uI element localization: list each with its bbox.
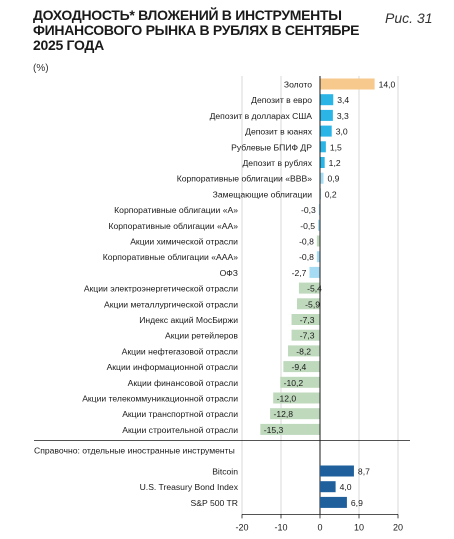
value-label-10: -0,8 [299, 237, 314, 247]
value-label-4: 1,5 [330, 142, 342, 152]
value-label-9: -0,5 [300, 221, 315, 231]
bar-1 [320, 94, 334, 106]
category-label-13: Акции электроэнергетической отрасли [84, 284, 238, 294]
bar-18 [283, 361, 320, 373]
category-label-10: Акции химической отрасли [130, 237, 238, 247]
value-label-1: 3,4 [337, 95, 349, 105]
category-label-0: Золото [284, 80, 312, 90]
value-label-2: 3,3 [337, 111, 349, 121]
category-label-7: Замещающие облигации [213, 189, 313, 199]
bar-19 [280, 376, 320, 388]
value-label-13: -5,4 [307, 284, 322, 294]
value-label-22: -15,3 [264, 425, 284, 435]
unit-label: (%) [33, 63, 49, 74]
bar-23 [320, 465, 354, 477]
category-label-25: S&P 500 TR [191, 498, 238, 508]
bar-14 [296, 298, 320, 310]
chart-title: ДОХОДНОСТЬ* ВЛОЖЕНИЙ В ИНСТРУМЕНТЫ ФИНАН… [33, 7, 360, 53]
category-label-6: Корпоративные облигации «BBB» [177, 174, 313, 184]
bar-13 [298, 282, 320, 294]
category-label-4: Рублевые БПИФ ДР [231, 142, 312, 152]
bar-2 [320, 109, 333, 121]
bar-6 [320, 172, 324, 184]
category-label-5: Депозит в рублях [242, 158, 312, 168]
x-tick-label: 10 [354, 522, 364, 532]
value-label-18: -9,4 [292, 362, 307, 372]
category-label-22: Акции строительной отрасли [122, 425, 238, 435]
category-label-12: ОФЗ [220, 268, 238, 278]
category-label-9: Корпоративные облигации «AA» [108, 221, 238, 231]
category-label-16: Акции ретейлеров [165, 331, 238, 341]
bar-20 [273, 392, 320, 404]
category-label-8: Корпоративные облигации «A» [114, 205, 238, 215]
reference-section-label: Справочно: отдельные иностранные инструм… [34, 445, 235, 455]
x-tick-label: 20 [393, 522, 403, 532]
category-label-11: Корпоративные облигации «AAA» [103, 252, 239, 262]
category-label-23: Bitcoin [212, 467, 238, 477]
value-label-0: 14,0 [379, 80, 396, 90]
value-label-8: -0,3 [301, 205, 316, 215]
bar-8 [318, 204, 320, 216]
value-label-12: -2,7 [292, 268, 307, 278]
value-label-20: -12,0 [277, 394, 297, 404]
category-label-14: Акции металлургической отрасли [104, 299, 238, 309]
bar-17 [288, 345, 320, 357]
bar-9 [318, 219, 320, 231]
value-label-16: -7,3 [300, 331, 315, 341]
category-label-17: Акции нефтегазовой отрасли [122, 346, 239, 356]
bar-10 [316, 235, 320, 247]
category-label-1: Депозит в евро [251, 95, 312, 105]
x-tick-label: 0 [317, 522, 322, 532]
category-label-20: Акции телекоммуникационной отрасли [82, 394, 238, 404]
value-label-15: -7,3 [300, 315, 315, 325]
category-label-24: U.S. Treasury Bond Index [140, 482, 239, 492]
value-label-5: 1,2 [329, 158, 341, 168]
bar-16 [291, 329, 320, 341]
bar-0 [320, 78, 375, 90]
value-label-14: -5,9 [305, 299, 320, 309]
value-label-24: 4,0 [340, 482, 352, 492]
value-label-23: 8,7 [358, 467, 370, 477]
bar-4 [320, 141, 326, 153]
value-label-19: -10,2 [284, 378, 304, 388]
value-label-11: -0,8 [299, 252, 314, 262]
bar-3 [320, 125, 332, 137]
category-label-3: Депозит в юанях [245, 127, 313, 137]
bar-24 [320, 481, 336, 493]
bar-11 [316, 251, 320, 263]
category-label-21: Акции транспортной отрасли [122, 409, 238, 419]
category-label-18: Акции информационной отрасли [107, 362, 239, 372]
bar-5 [320, 157, 325, 168]
value-label-6: 0,9 [328, 174, 340, 184]
bar-22 [260, 423, 320, 435]
bar-15 [291, 314, 320, 325]
x-tick-label: -10 [274, 522, 287, 532]
value-label-21: -12,8 [273, 409, 293, 419]
category-label-19: Акции финансовой отрасли [128, 378, 239, 388]
x-tick-label: -20 [235, 522, 248, 532]
value-label-7: 0,2 [325, 189, 337, 199]
value-label-3: 3,0 [336, 127, 348, 137]
bar-12 [309, 266, 320, 278]
category-label-15: Индекс акций МосБиржи [139, 315, 238, 325]
category-label-2: Депозит в долларах США [210, 111, 313, 121]
bar-25 [320, 496, 347, 508]
figure-label: Рис. 31 [385, 10, 433, 26]
value-label-25: 6,9 [351, 498, 363, 508]
value-label-17: -8,2 [296, 346, 311, 356]
bar-21 [270, 408, 320, 420]
